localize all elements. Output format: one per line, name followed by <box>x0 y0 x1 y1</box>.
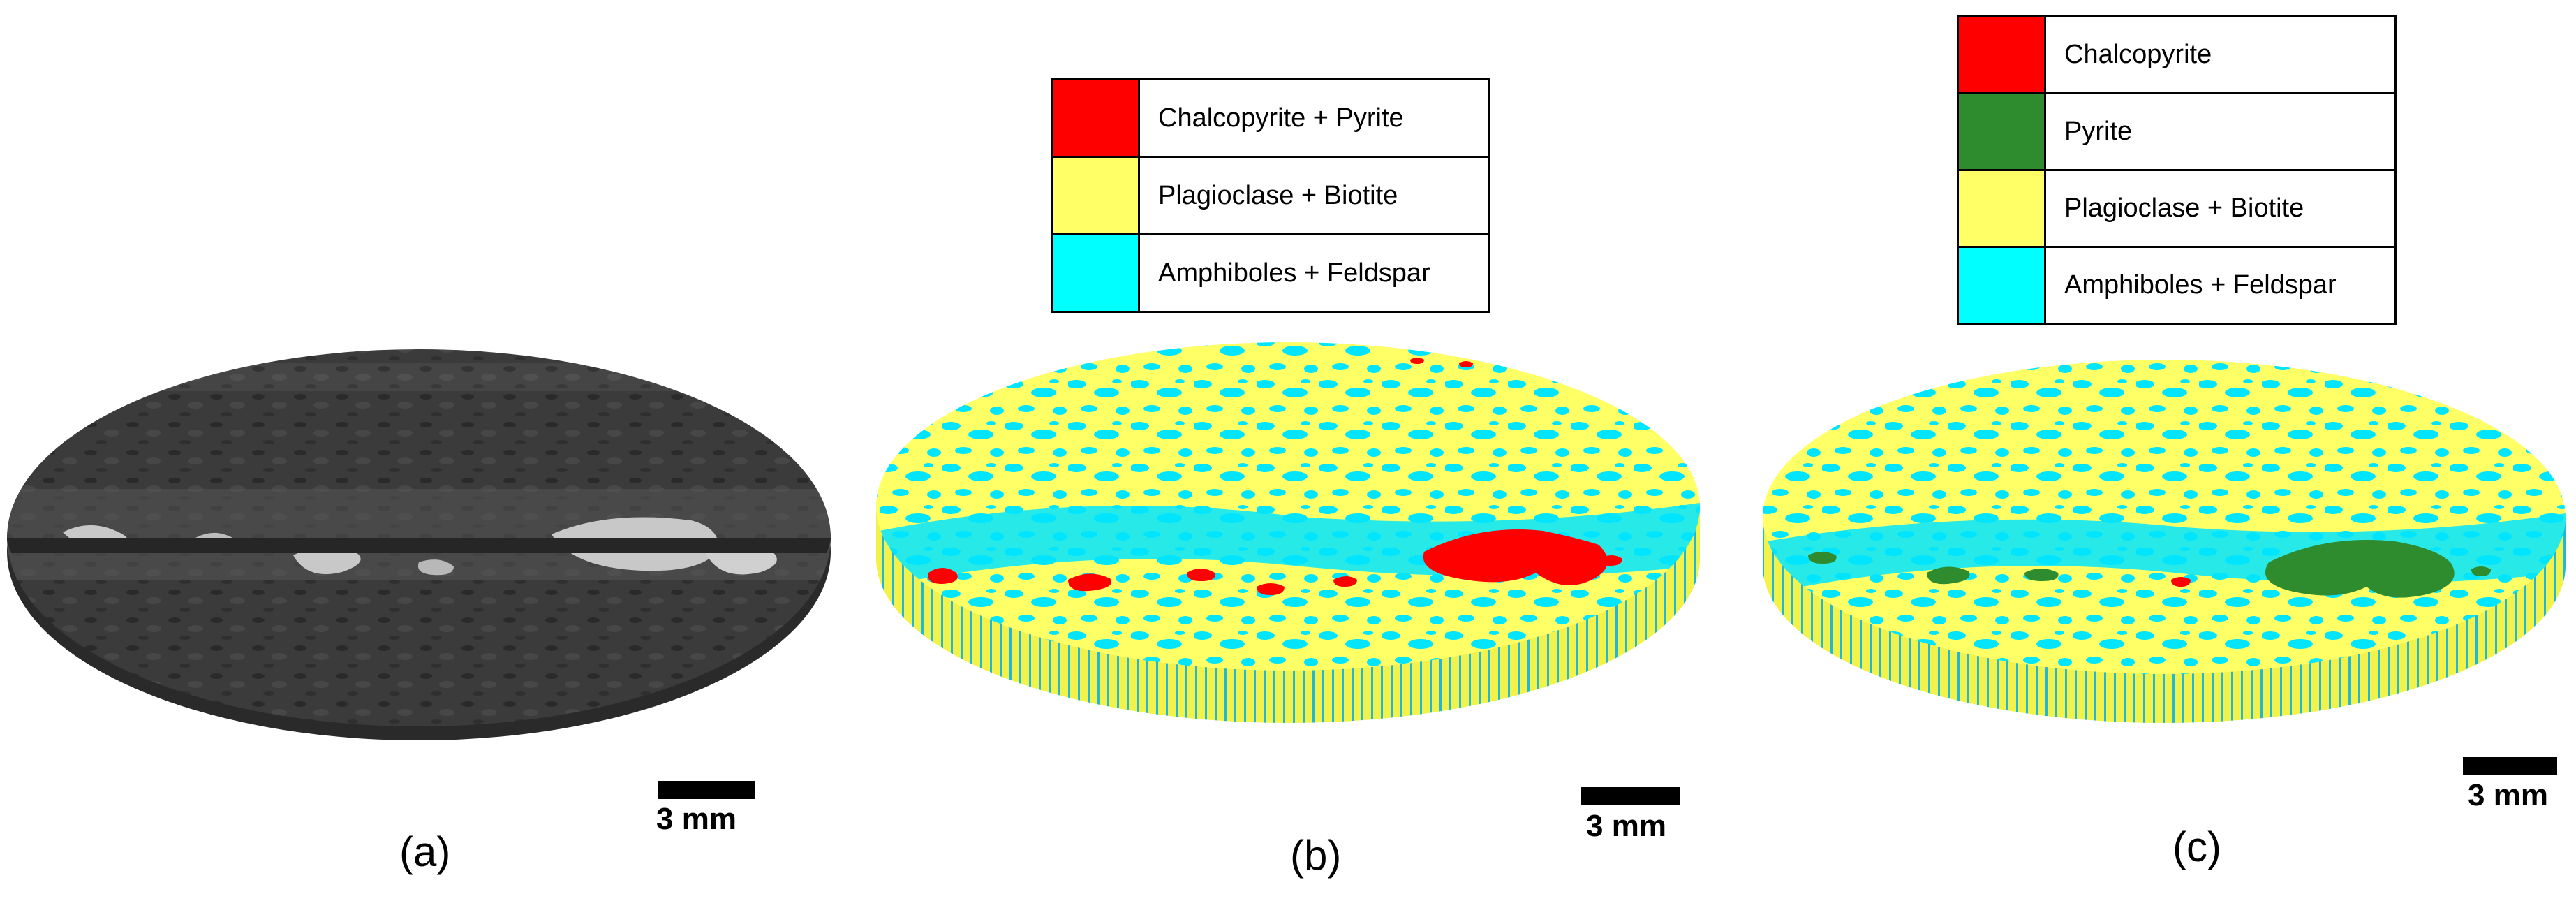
legend-swatch <box>1051 233 1140 313</box>
scale-bar-b <box>1581 787 1680 805</box>
legend-row: Plagioclase + Biotite <box>1051 156 1490 235</box>
scale-bar-a <box>658 781 755 799</box>
legend-label: Pyrite <box>2044 92 2397 171</box>
legend-row: Plagioclase + Biotite <box>1957 169 2397 248</box>
legend-label: Plagioclase + Biotite <box>1138 156 1490 235</box>
scale-label-b: 3 mm <box>1586 809 1666 843</box>
legend-row: Chalcopyrite <box>1957 15 2397 94</box>
legend-swatch <box>1957 169 2046 248</box>
legend-c: Chalcopyrite Pyrite Plagioclase + Biotit… <box>1957 15 2397 325</box>
legend-label: Amphiboles + Feldspar <box>2044 246 2397 325</box>
scale-label-c: 3 mm <box>2468 778 2548 812</box>
disc-c <box>1763 360 2566 723</box>
legend-row: Amphiboles + Feldspar <box>1957 246 2397 325</box>
caption-b: (b) <box>1290 832 1342 879</box>
legend-label: Amphiboles + Feldspar <box>1138 233 1490 313</box>
legend-b: Chalcopyrite + Pyrite Plagioclase + Biot… <box>1051 78 1490 313</box>
legend-label: Plagioclase + Biotite <box>2044 169 2397 248</box>
legend-swatch <box>1957 246 2046 325</box>
legend-swatch <box>1051 156 1140 235</box>
caption-a: (a) <box>399 828 451 875</box>
disc-a <box>7 349 831 740</box>
legend-row: Chalcopyrite + Pyrite <box>1051 78 1490 158</box>
disc-b <box>876 342 1700 723</box>
legend-swatch <box>1957 15 2046 94</box>
legend-swatch <box>1051 78 1140 158</box>
scale-label-a: 3 mm <box>656 802 736 836</box>
scale-bar-c <box>2463 757 2557 775</box>
legend-row: Amphiboles + Feldspar <box>1051 233 1490 313</box>
legend-swatch <box>1957 92 2046 171</box>
legend-label: Chalcopyrite <box>2044 15 2397 94</box>
caption-c: (c) <box>2172 823 2221 870</box>
legend-label: Chalcopyrite + Pyrite <box>1138 78 1490 158</box>
legend-row: Pyrite <box>1957 92 2397 171</box>
